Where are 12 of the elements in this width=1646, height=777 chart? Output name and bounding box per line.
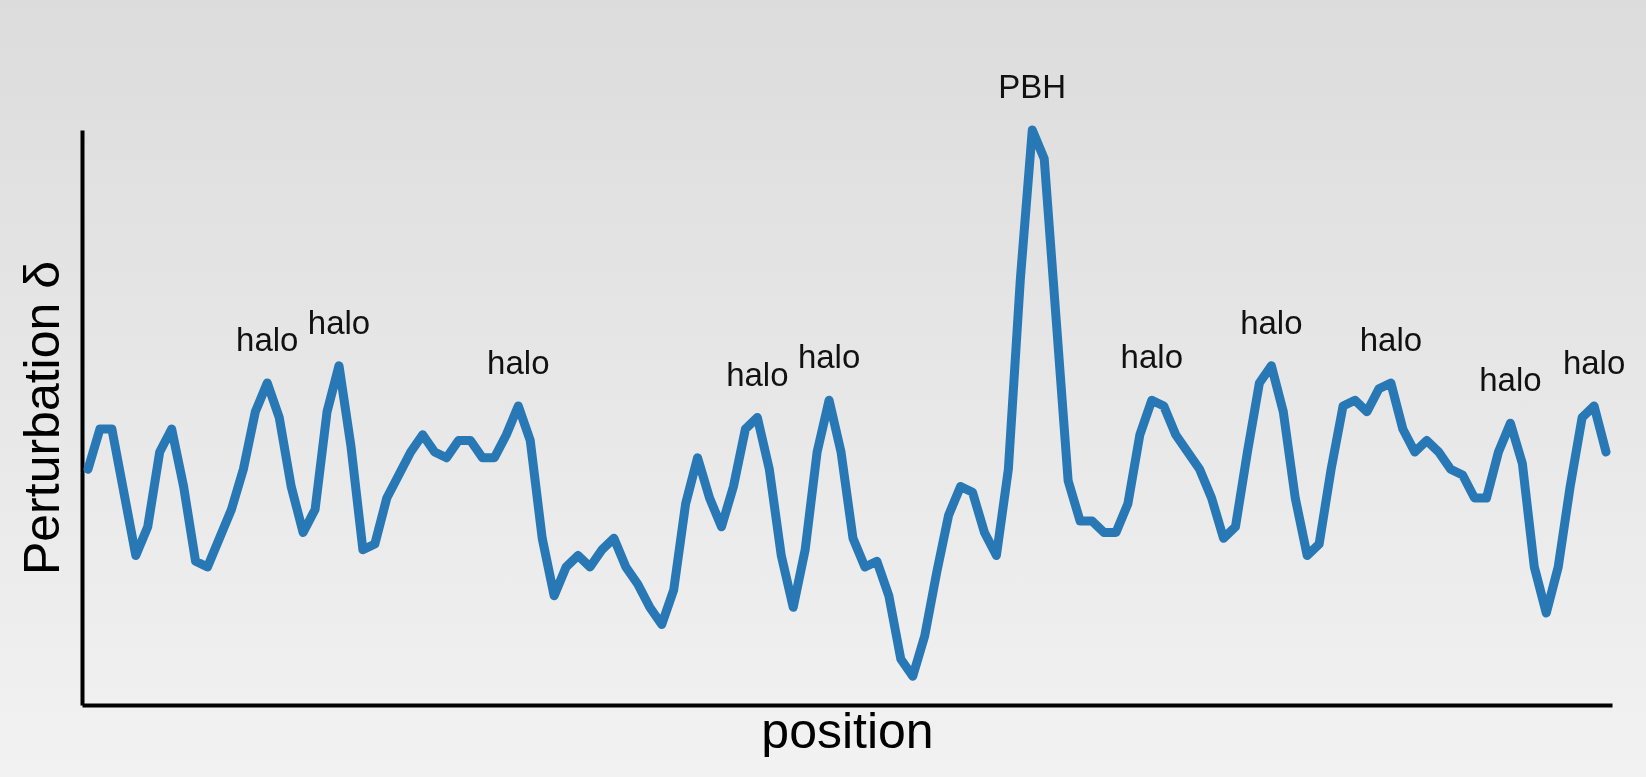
annotation: halo bbox=[487, 344, 550, 381]
annotation: halo bbox=[236, 321, 299, 358]
annotation: halo bbox=[1562, 344, 1626, 381]
annotation: halo bbox=[797, 338, 861, 376]
annotation: halo bbox=[1240, 303, 1303, 341]
y-axis-title: Perturbation δ bbox=[13, 260, 70, 576]
annotation: halo bbox=[1479, 361, 1542, 399]
text: PBH bbox=[998, 68, 1067, 105]
annotation: halo bbox=[307, 303, 371, 341]
annotation: halo bbox=[1120, 338, 1183, 376]
annotation: halo bbox=[726, 355, 789, 393]
annotation: halo bbox=[1359, 321, 1423, 358]
